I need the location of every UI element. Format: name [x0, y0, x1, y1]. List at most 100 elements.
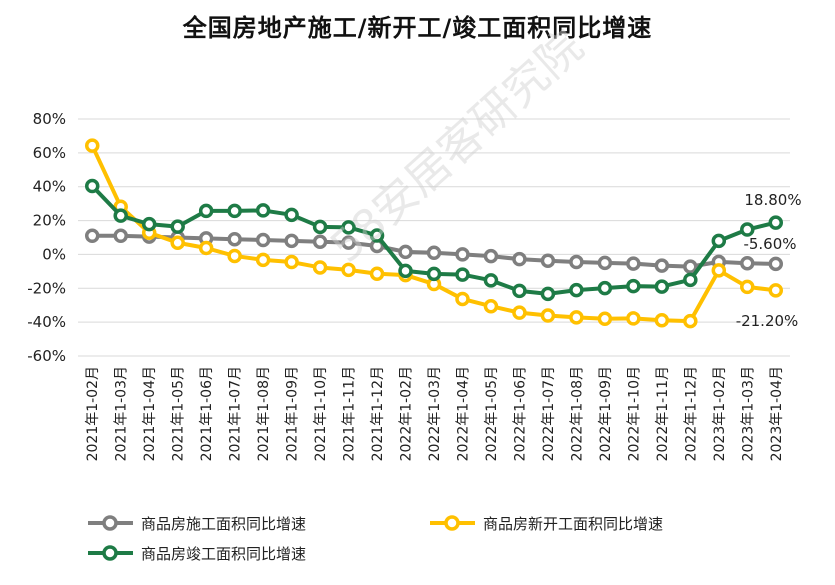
- x-tick-label: 2021年1-08月: [256, 366, 272, 461]
- data-point-construction: [768, 256, 784, 272]
- y-tick-label: 0%: [42, 245, 66, 263]
- data-point-completion: [740, 222, 755, 237]
- x-tick-label: 2021年1-02月: [85, 366, 101, 461]
- annotations: 18.80% -5.60% -21.20%: [736, 191, 802, 330]
- x-tick-label: 2023年1-02月: [712, 366, 728, 461]
- y-tick-label: -40%: [27, 313, 66, 331]
- data-point-newstart: [540, 308, 556, 323]
- data-point-newstart: [227, 248, 242, 264]
- annotation-construction-last: -5.60%: [743, 235, 796, 253]
- data-point-newstart: [198, 240, 214, 256]
- data-point-construction: [113, 228, 128, 244]
- data-point-newstart: [483, 298, 499, 314]
- data-point-construction: [597, 255, 613, 271]
- data-point-newstart: [84, 138, 100, 153]
- data-point-completion: [84, 178, 100, 194]
- data-point-construction: [312, 234, 328, 249]
- annotation-newstart-last: -21.20%: [736, 312, 799, 330]
- series-layer: [84, 138, 784, 329]
- data-point-construction: [483, 248, 499, 264]
- x-tick-label: 2022年1-05月: [484, 366, 500, 461]
- watermark: 58安居客研究院: [321, 21, 593, 273]
- x-axis-ticks: 2021年1-02月 2021年1-03月 2021年1-04月 2021年1-05月…: [85, 366, 785, 461]
- series-completion: [84, 178, 784, 302]
- data-point-completion: [113, 208, 128, 223]
- x-tick-label: 2021年1-06月: [199, 366, 215, 461]
- x-tick-label: 2021年1-10月: [313, 366, 329, 461]
- legend-marker-newstart: [444, 515, 460, 531]
- data-point-completion: [569, 282, 584, 298]
- data-point-construction: [455, 247, 470, 262]
- x-tick-label: 2021年1-07月: [228, 366, 244, 461]
- y-tick-label: -60%: [27, 347, 66, 365]
- data-point-newstart: [654, 313, 670, 328]
- data-point-newstart: [369, 266, 385, 281]
- x-tick-label: 2023年1-04月: [769, 366, 785, 461]
- legend-item-newstart: 商品房新开工面积同比增速: [430, 515, 663, 533]
- data-point-newstart: [569, 310, 584, 325]
- data-point-completion: [255, 203, 271, 218]
- chart-title: 全国房地产施工/新开工/竣工面积同比增速: [182, 14, 653, 42]
- legend-item-construction: 商品房施工面积同比增速: [88, 515, 306, 533]
- data-point-newstart: [597, 311, 613, 327]
- x-tick-label: 2022年1-06月: [512, 366, 528, 461]
- x-tick-label: 2021年1-12月: [370, 366, 386, 461]
- data-point-completion: [540, 286, 556, 302]
- x-tick-label: 2022年1-07月: [541, 366, 557, 461]
- data-point-completion: [597, 280, 613, 296]
- data-point-newstart: [255, 252, 271, 268]
- x-tick-label: 2022年1-08月: [569, 366, 585, 461]
- data-point-completion: [170, 219, 185, 234]
- data-point-completion: [341, 220, 356, 235]
- y-tick-label: 20%: [33, 212, 66, 230]
- data-point-newstart: [284, 254, 299, 270]
- data-point-construction: [569, 254, 584, 270]
- x-tick-label: 2022年1-03月: [427, 366, 443, 461]
- x-tick-label: 2021年1-03月: [114, 366, 130, 461]
- x-tick-label: 2023年1-03月: [740, 366, 756, 461]
- x-tick-label: 2021年1-09月: [285, 366, 301, 461]
- data-point-construction: [426, 245, 442, 260]
- x-tick-label: 2022年1-02月: [399, 366, 415, 461]
- y-tick-label: 80%: [33, 110, 66, 128]
- legend: 商品房施工面积同比增速 商品房新开工面积同比增速 商品房竣工面积同比增速: [88, 515, 663, 563]
- data-point-completion: [683, 272, 698, 288]
- data-point-construction: [227, 231, 242, 247]
- series-construction: [84, 228, 784, 274]
- data-point-construction: [398, 244, 413, 260]
- data-point-completion: [512, 283, 527, 299]
- data-point-completion: [654, 279, 670, 294]
- data-point-construction: [284, 233, 299, 249]
- x-tick-label: 2022年1-10月: [626, 366, 642, 461]
- data-point-completion: [483, 273, 499, 288]
- data-point-newstart: [170, 235, 185, 250]
- data-point-construction: [683, 259, 698, 274]
- data-point-newstart: [512, 305, 527, 320]
- data-point-completion: [141, 216, 157, 232]
- data-point-construction: [512, 251, 527, 267]
- data-point-completion: [398, 263, 413, 279]
- watermark-text: 58安居客研究院: [321, 21, 593, 273]
- x-tick-label: 2022年1-11月: [655, 366, 671, 461]
- y-tick-label: 40%: [33, 178, 66, 196]
- data-point-completion: [426, 266, 442, 282]
- y-axis-ticks: 80% 60% 40% 20% 0% -20% -40% -60%: [27, 110, 66, 365]
- data-point-completion: [455, 267, 470, 282]
- data-point-newstart: [711, 263, 727, 278]
- y-tick-label: -20%: [27, 279, 66, 297]
- data-point-construction: [255, 232, 271, 248]
- data-point-completion: [711, 233, 727, 249]
- data-point-newstart: [341, 262, 356, 278]
- data-point-completion: [768, 215, 784, 230]
- data-point-construction: [341, 235, 356, 250]
- x-tick-label: 2022年1-12月: [683, 366, 699, 461]
- data-point-completion: [284, 207, 299, 223]
- data-point-newstart: [312, 260, 328, 275]
- data-point-newstart: [740, 279, 755, 295]
- legend-marker-completion: [102, 545, 118, 561]
- data-point-completion: [369, 228, 385, 243]
- legend-label-completion: 商品房竣工面积同比增速: [141, 545, 306, 563]
- x-tick-label: 2022年1-04月: [455, 366, 471, 461]
- data-point-construction: [540, 253, 556, 268]
